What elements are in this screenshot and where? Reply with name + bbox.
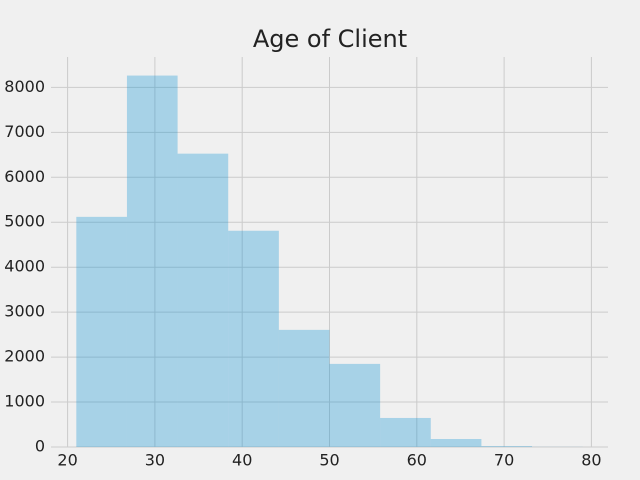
x-tick-label: 60	[407, 451, 427, 470]
chart-title: Age of Client	[253, 25, 407, 53]
y-tick-label: 6000	[4, 167, 45, 186]
bar	[329, 363, 381, 447]
x-tick-label: 40	[232, 451, 252, 470]
bar	[177, 153, 229, 447]
x-tick-label: 70	[494, 451, 514, 470]
x-axis-label: Age (years)	[272, 477, 388, 480]
y-tick-label: 2000	[4, 347, 45, 366]
y-tick-label: 0	[35, 437, 45, 456]
bar	[430, 438, 482, 447]
y-tick-label: 7000	[4, 122, 45, 141]
y-tick-label: 4000	[4, 257, 45, 276]
bar	[126, 75, 178, 448]
bar	[228, 230, 279, 447]
bar	[481, 446, 533, 447]
bar	[278, 329, 330, 447]
y-tick-label: 8000	[4, 77, 45, 96]
bar	[380, 417, 431, 447]
y-tick-label: 1000	[4, 392, 45, 411]
y-tick-label: 5000	[4, 212, 45, 231]
y-tick-label: 3000	[4, 302, 45, 321]
x-tick-label: 20	[57, 451, 77, 470]
x-tick-label: 30	[145, 451, 165, 470]
x-tick-label: 50	[319, 451, 339, 470]
x-tick-label: 80	[581, 451, 601, 470]
bar	[76, 216, 127, 447]
